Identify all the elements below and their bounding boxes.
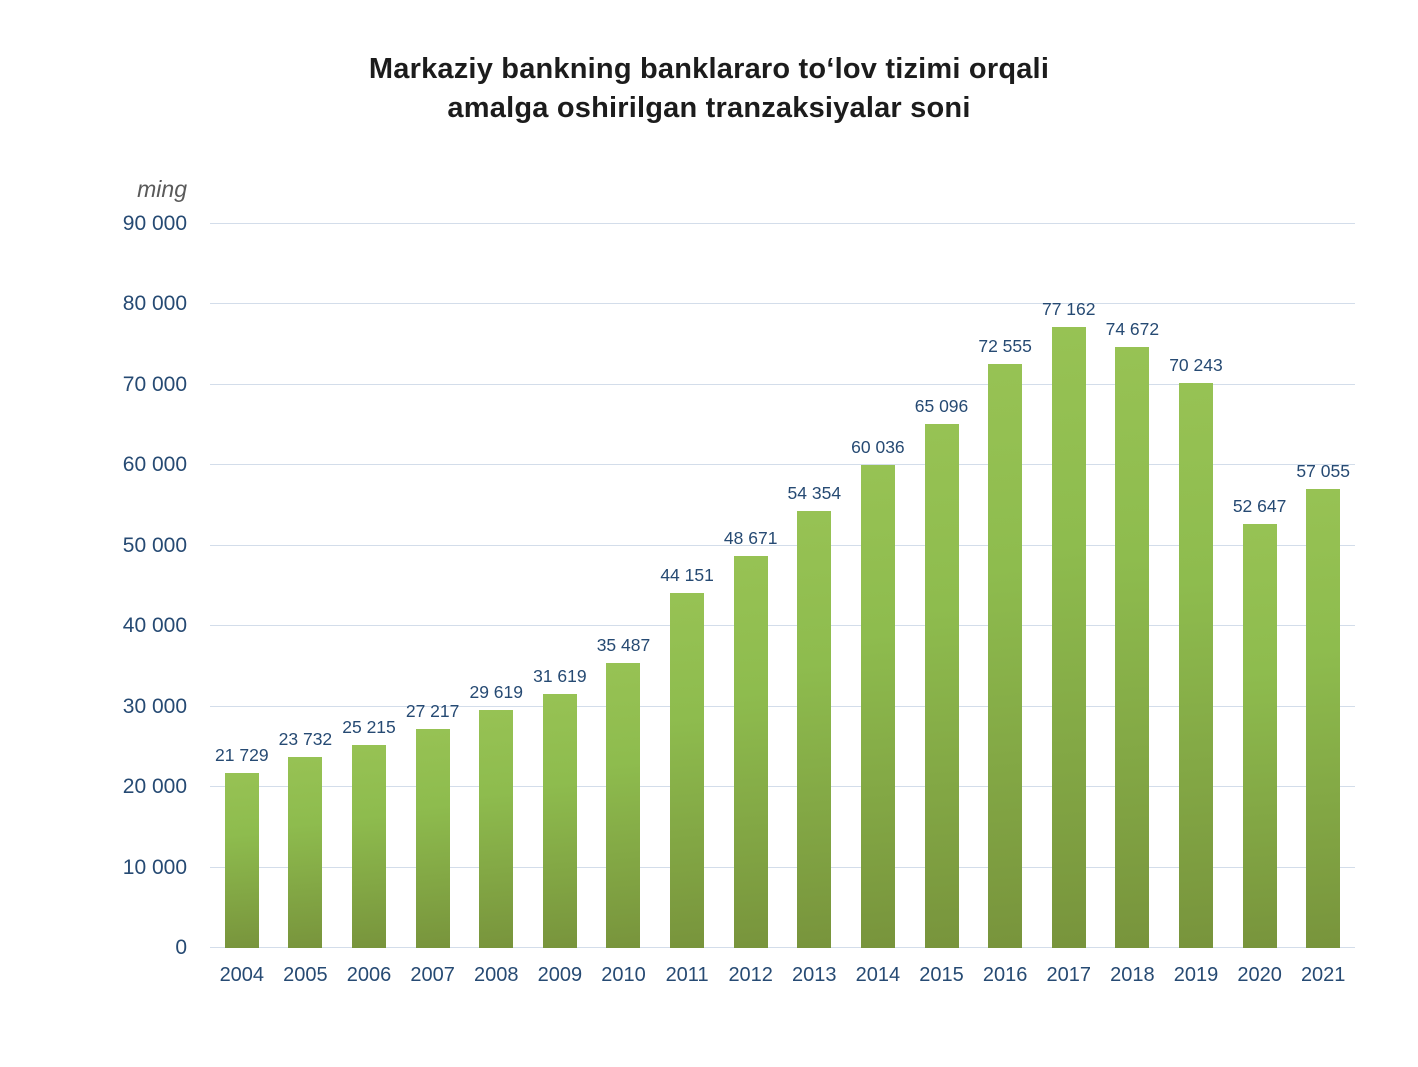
- bar-value-label: 31 619: [533, 665, 587, 686]
- x-tick-label: 2004: [219, 964, 265, 986]
- x-tick-label: 2011: [665, 964, 709, 986]
- gridline: [210, 464, 1355, 466]
- bar: [924, 424, 959, 948]
- bar: [606, 662, 641, 948]
- chart-title: Markaziy bankning banklararo to‘lov tizi…: [368, 53, 1050, 124]
- bar-value-label: 60 036: [851, 437, 905, 458]
- x-tick-label: 2015: [919, 964, 964, 986]
- gridline: [210, 223, 1355, 224]
- bar-value-label: 23 732: [278, 729, 333, 750]
- bar-value-label: 27 217: [405, 701, 460, 722]
- bar-value-label: 74 672: [1105, 319, 1160, 340]
- y-axis-labels: 0 10 000 20 000 30 000 40 000 50 000 60 000 70 …: [40, 212, 187, 959]
- bar-value-label: 77 162: [1041, 299, 1096, 320]
- gridline: [210, 866, 1355, 868]
- bar-value-label: 21 729: [215, 745, 269, 766]
- bar-value-label: 65 096: [914, 396, 969, 417]
- x-axis-labels: 2004 2005 2006 2007 2008 2009 2010 2011 2012 2013…: [210, 964, 1355, 994]
- bar: [733, 556, 768, 948]
- x-tick-label: 2016: [982, 964, 1028, 986]
- y-tick-label: 90 000: [122, 212, 187, 235]
- bar-value-label: 52 647: [1232, 496, 1287, 517]
- gridline: [210, 625, 1355, 627]
- bar: [1306, 489, 1341, 948]
- y-tick-label: 0: [175, 936, 187, 959]
- x-tick-label: 2019: [1173, 964, 1219, 986]
- bar-value-label: 29 619: [469, 681, 524, 702]
- plot-area: 21 729 23 732 25 215 27 217 29 619 31 619 35 4…: [210, 223, 1355, 948]
- x-tick-label: 2009: [537, 964, 583, 986]
- y-axis-unit-label: ming: [137, 176, 187, 202]
- x-tick-label: 2012: [728, 964, 773, 986]
- x-tick-label: 2006: [346, 964, 392, 986]
- x-tick-label: 2020: [1237, 964, 1282, 986]
- gridline: [210, 705, 1355, 707]
- bar-value-label: 48 671: [723, 528, 778, 549]
- bar: [224, 773, 259, 948]
- bar-value-label: 25 215: [342, 717, 396, 738]
- y-tick-label: 50 000: [122, 533, 187, 557]
- bar: [670, 592, 705, 948]
- y-tick-label: 80 000: [122, 292, 187, 316]
- x-tick-label: 2017: [1046, 964, 1092, 986]
- bar: [797, 510, 832, 948]
- y-tick-label: 40 000: [122, 614, 187, 638]
- bar: [1051, 327, 1086, 948]
- bar-value-label: 70 243: [1169, 354, 1223, 375]
- bar: [1115, 347, 1150, 948]
- y-tick-label: 30 000: [122, 694, 187, 718]
- x-tick-label: 2021: [1300, 964, 1346, 986]
- bar: [1178, 382, 1213, 948]
- bar: [1242, 524, 1277, 948]
- gridline: [210, 383, 1355, 385]
- y-tick-label: 60 000: [122, 453, 187, 477]
- bar-value-label: 44 151: [660, 564, 714, 585]
- bar-value-label: 54 354: [787, 482, 842, 503]
- y-tick-label: 20 000: [122, 775, 187, 799]
- bar: [542, 693, 577, 948]
- bar: [988, 364, 1023, 948]
- gridline: [210, 786, 1355, 788]
- bar-value-label: 72 555: [978, 336, 1032, 357]
- bar: [352, 745, 387, 948]
- x-tick-label: 2013: [792, 964, 837, 986]
- y-tick-label: 70 000: [122, 372, 187, 396]
- x-tick-label: 2005: [283, 964, 328, 986]
- x-tick-label: 2008: [474, 964, 519, 986]
- gridline: [210, 544, 1355, 546]
- x-axis-line: [210, 947, 1355, 948]
- gridline: [210, 303, 1355, 305]
- x-tick-label: 2007: [410, 964, 455, 986]
- x-tick-label: 2018: [1110, 964, 1155, 986]
- bar-value-label: 35 487: [596, 634, 651, 655]
- bar: [288, 757, 323, 948]
- bar: [479, 709, 514, 948]
- bar: [860, 465, 895, 948]
- bar: [415, 729, 450, 948]
- x-tick-label: 2010: [601, 964, 646, 986]
- bar-value-label: 57 055: [1296, 461, 1350, 482]
- x-tick-label: 2014: [855, 964, 901, 986]
- y-tick-label: 10 000: [122, 855, 187, 879]
